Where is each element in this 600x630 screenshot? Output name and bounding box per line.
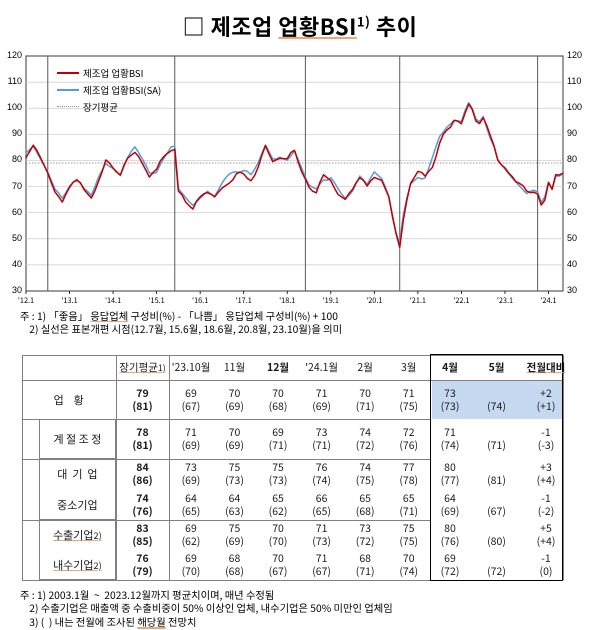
svg-text:'16.1: '16.1 xyxy=(192,296,208,306)
svg-text:'13.1: '13.1 xyxy=(61,296,77,306)
svg-text:'12.1: '12.1 xyxy=(18,296,34,306)
svg-text:'19.1: '19.1 xyxy=(323,296,339,306)
svg-text:'20.1: '20.1 xyxy=(366,296,382,306)
svg-text:'17.1: '17.1 xyxy=(236,296,252,306)
svg-text:'15.1: '15.1 xyxy=(149,296,165,306)
svg-text:'23.1: '23.1 xyxy=(497,296,513,306)
svg-text:'14.1: '14.1 xyxy=(105,296,121,306)
svg-text:'24.1: '24.1 xyxy=(540,296,556,306)
svg-text:'22.1: '22.1 xyxy=(453,296,469,306)
svg-text:'18.1: '18.1 xyxy=(279,296,295,306)
svg-text:'21.1: '21.1 xyxy=(410,296,426,306)
